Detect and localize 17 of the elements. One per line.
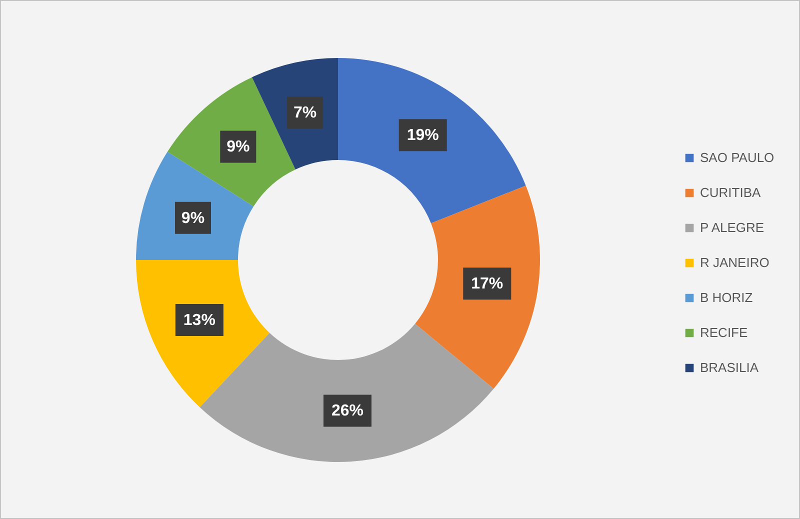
legend-label: SAO PAULO [700, 150, 774, 165]
legend-label: BRASILIA [700, 360, 759, 375]
legend-label: RECIFE [700, 325, 748, 340]
legend-label: R JANEIRO [700, 255, 770, 270]
donut-slice [200, 324, 494, 462]
donut-slice [338, 58, 526, 224]
data-label: 9% [226, 138, 250, 156]
legend-label: P ALEGRE [700, 220, 764, 235]
data-label: 17% [471, 276, 504, 293]
donut-slice [415, 186, 540, 389]
legend-label: CURITIBA [700, 185, 761, 200]
data-label: 13% [183, 312, 216, 329]
data-label: 7% [294, 104, 317, 122]
data-label: 9% [181, 210, 205, 227]
data-label: 19% [406, 127, 439, 144]
legend-label: B HORIZ [700, 290, 753, 305]
data-label: 26% [331, 402, 364, 420]
